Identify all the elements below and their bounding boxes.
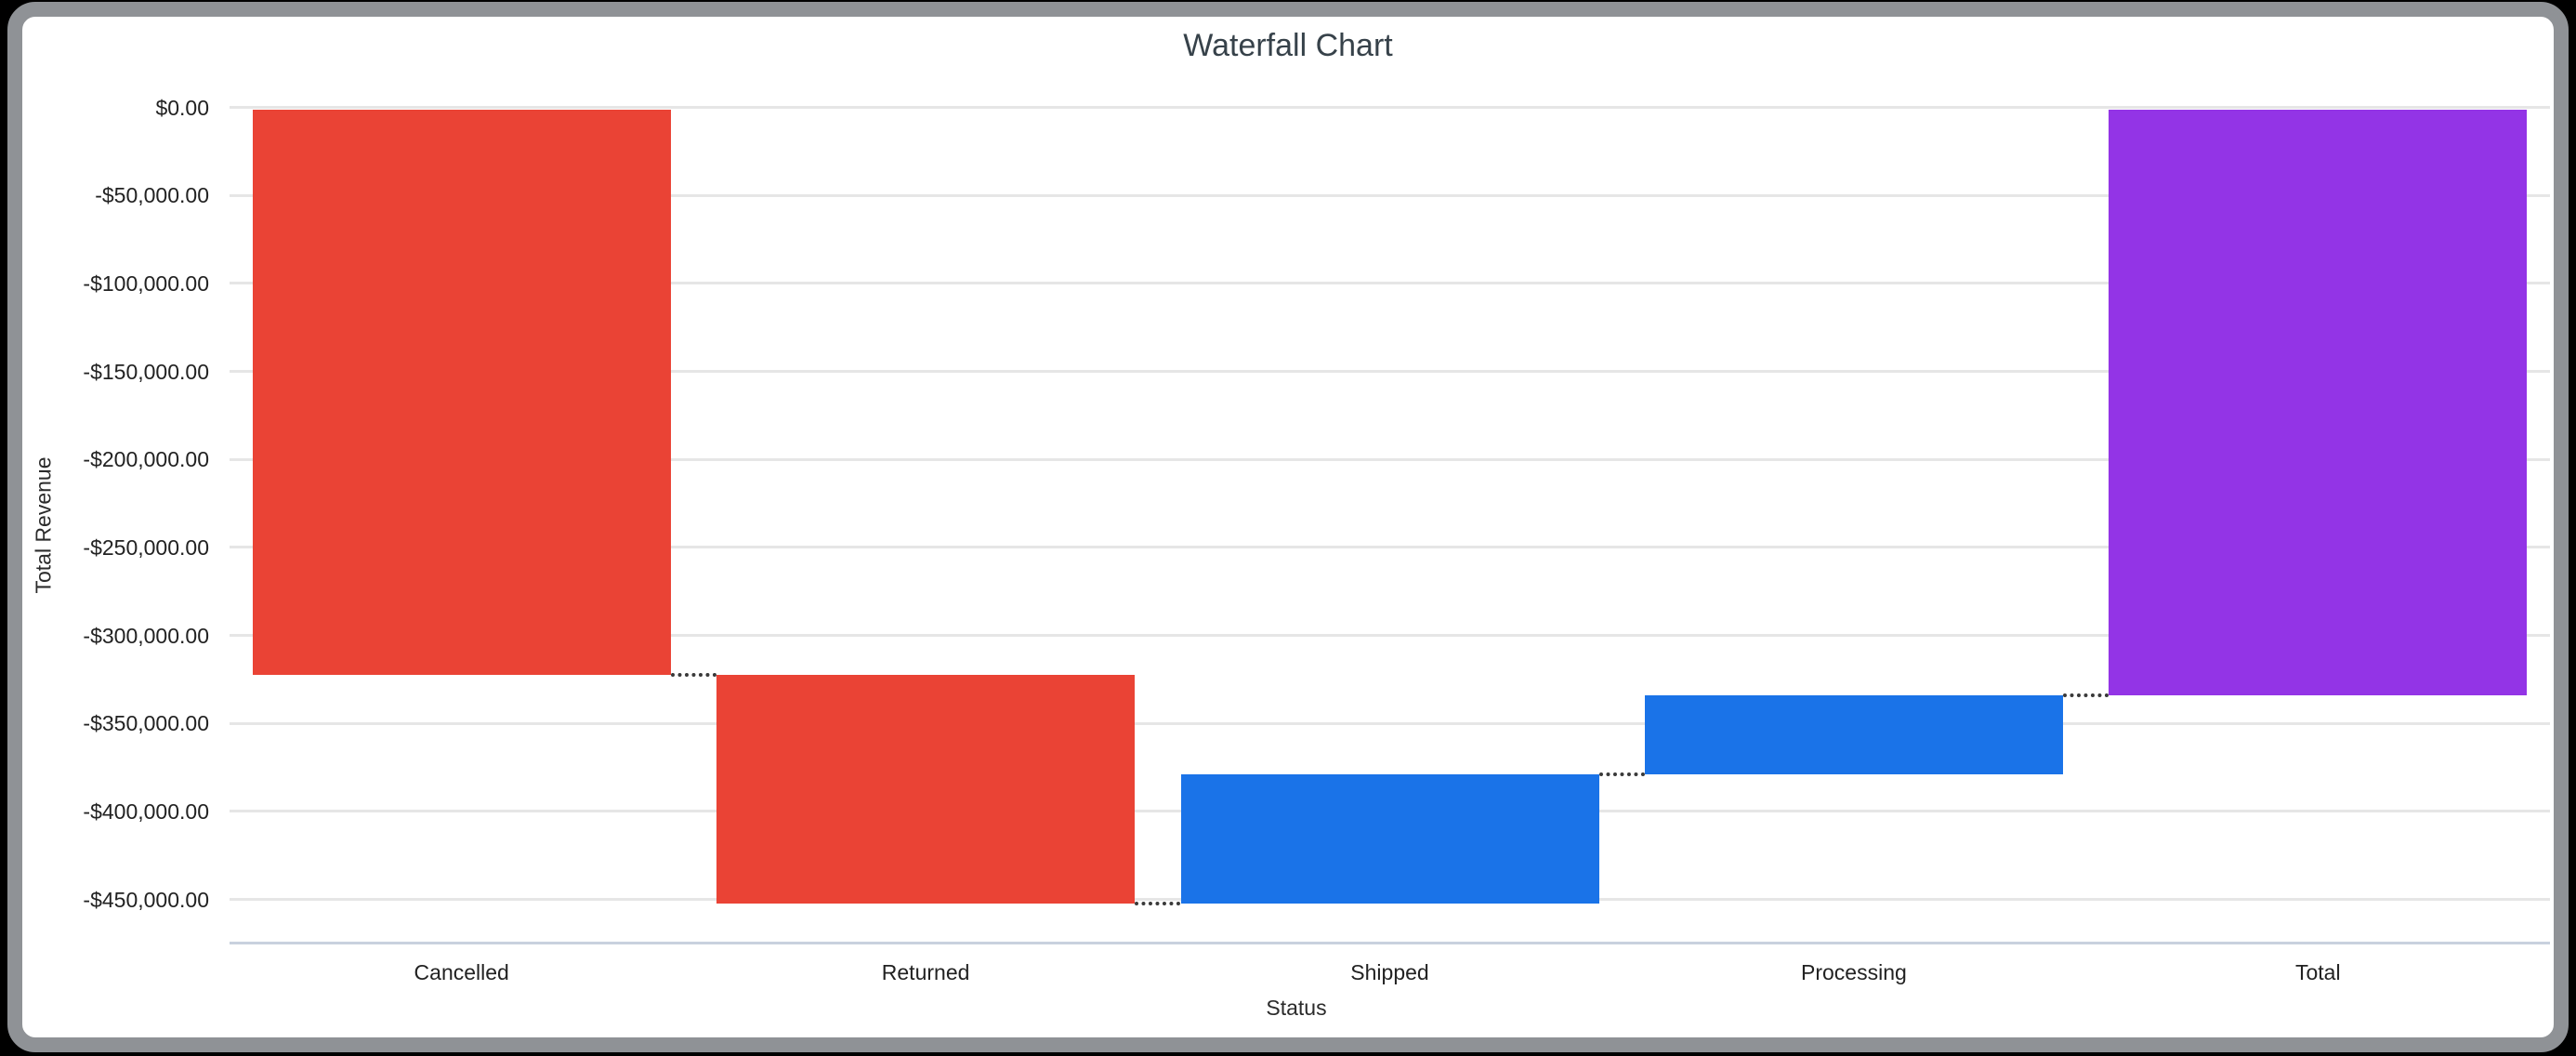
waterfall-connector [670,673,717,678]
y-tick-label: -$150,000.00 [83,359,209,384]
gridline [230,721,2550,725]
x-tick-label-processing: Processing [1801,960,1907,984]
waterfall-connector [1598,772,1645,777]
x-axis-baseline [230,941,2550,944]
y-tick-label: -$350,000.00 [83,711,209,736]
gridline [230,634,2550,637]
y-tick-label: $0.00 [155,95,209,120]
y-tick-label: -$100,000.00 [83,271,209,296]
y-tick-label: -$400,000.00 [83,799,209,824]
y-tick-label: -$200,000.00 [83,447,209,472]
gridline [230,457,2550,461]
y-tick-label: -$250,000.00 [83,535,209,560]
x-tick-label-cancelled: Cancelled [414,960,509,984]
gridline [230,106,2550,109]
waterfall-connector [2062,693,2109,697]
x-tick-label-shipped: Shipped [1350,960,1429,984]
chart-title: Waterfall Chart [1183,28,1393,63]
bar-processing[interactable] [1644,694,2063,775]
y-axis-title: Total Revenue [31,456,56,594]
gridline [230,282,2550,285]
waterfall-connector [1135,902,1181,906]
bar-shipped[interactable] [1180,774,1599,904]
gridline [230,370,2550,373]
x-axis-title: Status [1266,996,1327,1020]
bar-returned[interactable] [716,675,1136,904]
y-tick-label: -$300,000.00 [83,623,209,648]
bar-total[interactable] [2109,109,2528,695]
y-tick-label: -$50,000.00 [95,183,209,208]
x-tick-label-total: Total [2295,960,2341,984]
x-tick-label-returned: Returned [881,960,970,984]
gridline [230,546,2550,549]
gridline [230,193,2550,197]
y-tick-label: -$450,000.00 [83,887,209,912]
bar-cancelled[interactable] [252,109,671,676]
